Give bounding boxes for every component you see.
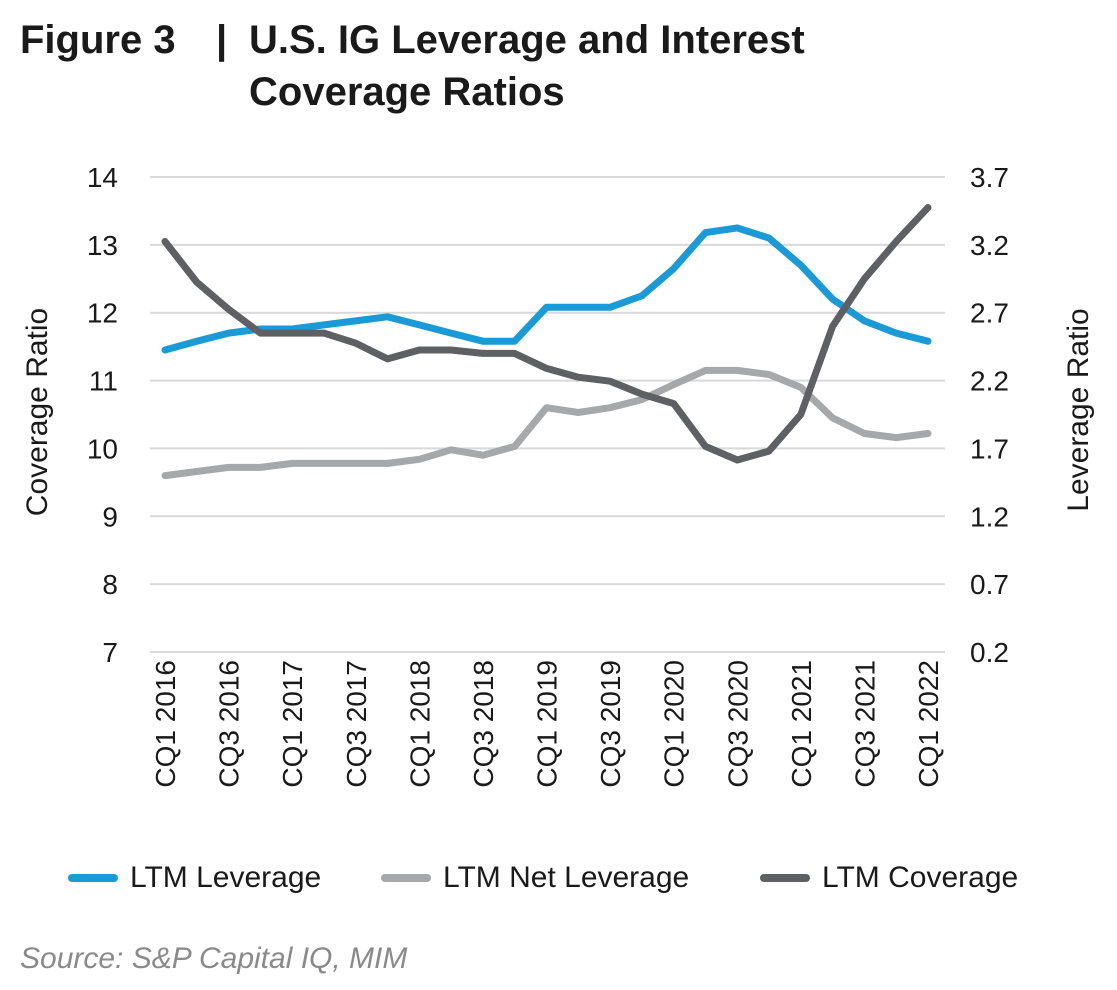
right-tick-label: 0.2	[970, 637, 1009, 668]
legend-item-ltm-leverage: LTM Leverage	[68, 858, 321, 898]
source-note: Source: S&P Capital IQ, MIM	[20, 942, 408, 975]
right-tick-label: 1.2	[970, 501, 1009, 532]
right-tick-label: 1.7	[970, 433, 1009, 464]
series-lines	[161, 204, 932, 480]
x-tick-label: CQ3 2016	[214, 660, 245, 788]
ltm-coverage-line	[161, 204, 932, 464]
x-tick-label: CQ1 2017	[277, 660, 308, 788]
legend-swatch-ltm-coverage	[760, 874, 810, 882]
legend-swatch-ltm-net-leverage	[381, 874, 431, 882]
x-tick-label: CQ3 2018	[468, 660, 499, 788]
right-y-axis: 3.7 3.2 2.7 2.2 1.7 1.2 0.7 0.2	[970, 162, 1009, 668]
figure-number: Figure 3	[20, 18, 176, 62]
left-tick-label: 13	[87, 230, 118, 261]
left-tick-label: 9	[102, 501, 118, 532]
left-axis-label: Coverage Ratio	[21, 308, 54, 516]
legend-swatch-ltm-leverage	[68, 874, 118, 882]
x-tick-label: CQ3 2017	[341, 660, 372, 788]
left-tick-label: 12	[87, 298, 118, 329]
right-tick-label: 0.7	[970, 569, 1009, 600]
right-tick-label: 3.7	[970, 162, 1009, 193]
left-tick-label: 14	[87, 162, 118, 193]
right-axis-label: Leverage Ratio	[1062, 308, 1095, 511]
x-tick-label: CQ1 2016	[150, 660, 181, 788]
line-chart: 14 13 12 11 10 9 8 7 3.7 3.2 2.7 2.2 1.7 1.2 0.7 0.2 C…	[21, 162, 1095, 788]
x-tick-label: CQ1 2022	[913, 660, 944, 788]
left-tick-label: 7	[102, 637, 118, 668]
left-y-axis: 14 13 12 11 10 9 8 7	[87, 162, 118, 668]
chart-legend: LTM Leverage LTM Net Leverage LTM Covera…	[68, 858, 1068, 898]
right-tick-label: 2.7	[970, 298, 1009, 329]
x-axis: CQ1 2016 CQ3 2016 CQ1 2017 CQ3 2017 CQ1 2018…	[150, 660, 944, 788]
left-tick-label: 10	[87, 433, 118, 464]
legend-item-ltm-net-leverage: LTM Net Leverage	[381, 858, 689, 898]
right-tick-label: 3.2	[970, 230, 1009, 261]
legend-label-ltm-net-leverage: LTM Net Leverage	[443, 861, 690, 894]
legend-item-ltm-coverage: LTM Coverage	[760, 858, 1018, 898]
x-tick-label: CQ3 2021	[849, 660, 880, 788]
legend-label-ltm-leverage: LTM Leverage	[130, 861, 322, 894]
right-tick-label: 2.2	[970, 366, 1009, 397]
x-tick-label: CQ1 2019	[532, 660, 563, 788]
legend-label-ltm-coverage: LTM Coverage	[822, 861, 1019, 894]
ltm-net-leverage-line	[161, 366, 932, 480]
left-tick-label: 8	[102, 569, 118, 600]
x-tick-label: CQ3 2019	[595, 660, 626, 788]
x-tick-label: CQ1 2018	[404, 660, 435, 788]
x-tick-label: CQ1 2020	[659, 660, 690, 788]
x-tick-label: CQ3 2020	[722, 660, 753, 788]
chart-title: U.S. IG Leverage and Interest Coverage R…	[249, 18, 805, 114]
left-tick-label: 11	[89, 366, 118, 397]
title-separator: |	[216, 18, 228, 62]
x-tick-label: CQ1 2021	[786, 660, 817, 788]
ltm-leverage-line	[161, 224, 932, 354]
